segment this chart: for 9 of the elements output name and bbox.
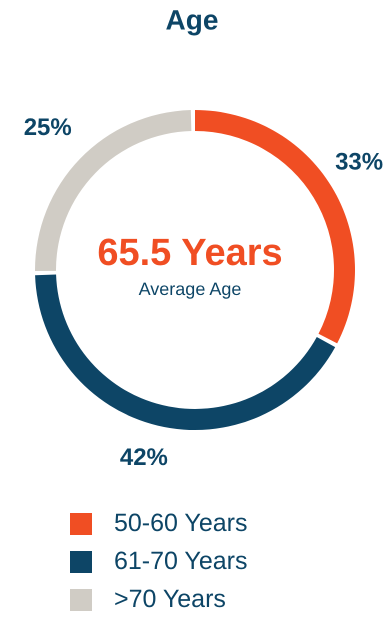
data-label: 42%	[120, 444, 168, 472]
legend-label: >70 Years	[114, 585, 226, 613]
data-label: 25%	[24, 114, 72, 141]
data-label: 33%	[335, 148, 384, 176]
text: Average Age	[138, 279, 242, 299]
text: 65.5 Years	[97, 232, 283, 274]
legend-label: 50-60 Years	[114, 509, 248, 537]
legend-label: 61-70 Years	[114, 547, 248, 575]
chart-title: Age	[166, 4, 218, 36]
